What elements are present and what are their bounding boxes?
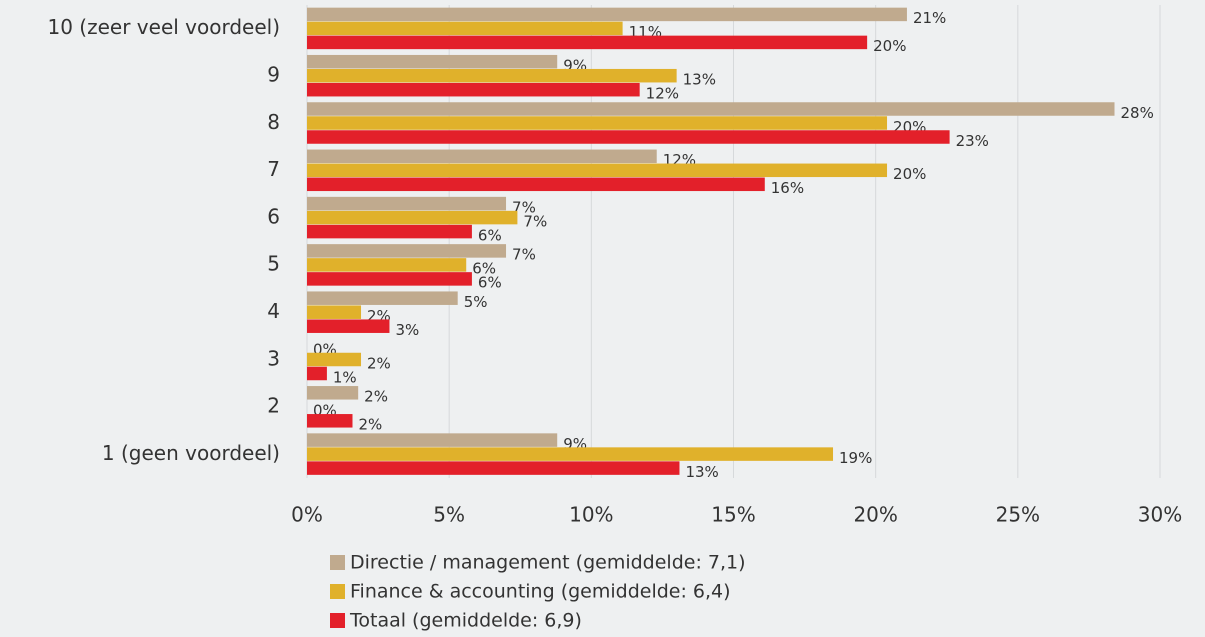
y-tick-label: 6 (267, 204, 280, 228)
legend-swatch (330, 555, 345, 570)
bar (307, 319, 390, 333)
x-tick-label: 20% (853, 503, 897, 527)
bar (307, 149, 657, 164)
bar (307, 258, 467, 272)
legend-label: Finance & accounting (gemiddelde: 6,4) (350, 581, 731, 603)
data-label: 12% (646, 84, 679, 102)
bar (307, 414, 353, 428)
data-label: 20% (873, 37, 906, 55)
data-label: 3% (395, 321, 419, 339)
bar (307, 291, 458, 305)
y-tick-label: 9 (267, 62, 280, 86)
data-label: 6% (478, 226, 502, 244)
x-tick-label: 30% (1138, 503, 1182, 527)
y-tick-label: 3 (267, 346, 280, 370)
legend-label: Directie / management (gemiddelde: 7,1) (350, 552, 746, 574)
bar (307, 386, 359, 400)
data-label: 20% (893, 165, 926, 183)
bar (307, 116, 888, 130)
bar (307, 177, 765, 192)
x-tick-label: 15% (711, 503, 755, 527)
bar (307, 163, 888, 178)
legend-swatch (330, 613, 345, 628)
y-tick-label: 5 (267, 252, 280, 276)
data-label: 19% (839, 449, 872, 467)
x-tick-label: 5% (433, 503, 465, 527)
data-label: 13% (683, 70, 716, 88)
data-label: 5% (464, 293, 488, 311)
bar (307, 433, 558, 447)
data-label: 7% (523, 212, 547, 230)
y-tick-label: 7 (267, 157, 280, 181)
bar (307, 352, 362, 367)
y-tick-label: 8 (267, 110, 280, 134)
data-label: 7% (512, 198, 536, 216)
data-label: 7% (512, 246, 536, 264)
bar (307, 196, 507, 211)
data-label: 6% (472, 260, 496, 278)
bar (307, 447, 834, 461)
bar (307, 244, 507, 258)
x-tick-label: 10% (569, 503, 613, 527)
data-label: 13% (685, 463, 718, 481)
bar (307, 35, 868, 50)
legend-swatch (330, 584, 345, 599)
data-label: 6% (478, 274, 502, 292)
data-label: 28% (1121, 104, 1154, 122)
bar (307, 68, 677, 83)
bar (307, 366, 327, 381)
data-label: 1% (333, 368, 357, 386)
bar (307, 7, 907, 22)
y-tick-label: 4 (267, 299, 280, 323)
bar (307, 82, 640, 97)
bar (307, 305, 362, 319)
bar (307, 272, 472, 286)
bar (307, 130, 950, 144)
bar (307, 54, 558, 69)
legend-label: Totaal (gemiddelde: 6,9) (349, 610, 582, 632)
bar (307, 102, 1115, 116)
data-label: 2% (358, 416, 382, 434)
bar (307, 461, 680, 475)
data-label: 16% (771, 179, 804, 197)
data-label: 23% (956, 132, 989, 150)
data-label: 21% (913, 9, 946, 27)
data-label: 2% (364, 388, 388, 406)
data-label: 2% (367, 354, 391, 372)
bar (307, 224, 472, 239)
bar (307, 210, 518, 225)
bar (307, 21, 623, 36)
y-tick-label: 10 (zeer veel voordeel) (48, 15, 281, 39)
y-tick-label: 1 (geen voordeel) (102, 441, 280, 465)
x-tick-label: 25% (996, 503, 1040, 527)
x-tick-label: 0% (291, 503, 323, 527)
y-tick-label: 2 (267, 394, 280, 418)
